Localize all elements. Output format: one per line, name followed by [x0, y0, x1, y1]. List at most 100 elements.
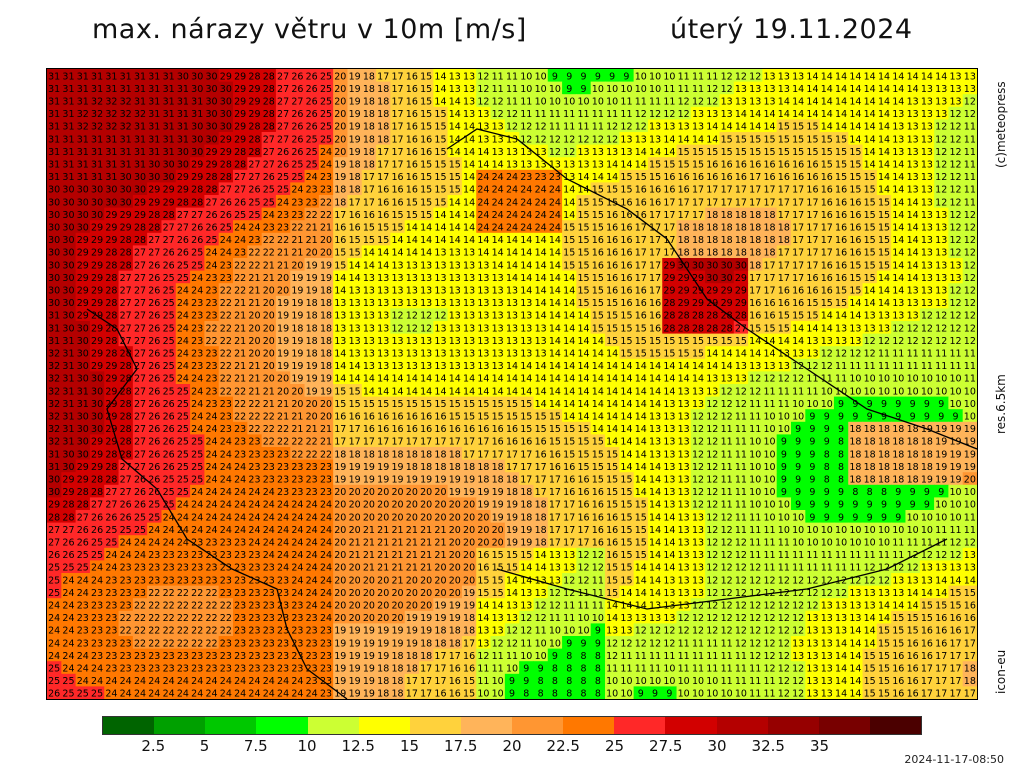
- gust-value: 13: [363, 273, 375, 284]
- gust-value: 29: [105, 374, 117, 385]
- gust-value: 16: [821, 185, 833, 196]
- gust-value: 23: [191, 311, 203, 322]
- gust-value: 13: [492, 122, 504, 133]
- gust-value: 15: [434, 147, 446, 158]
- gust-value: 12: [706, 84, 718, 95]
- gust-value: 14: [434, 84, 446, 95]
- gust-value: 16: [635, 311, 647, 322]
- gust-value: 15: [864, 260, 876, 271]
- gust-value: 17: [391, 84, 403, 95]
- gust-value: 23: [205, 399, 217, 410]
- gust-value: 13: [477, 336, 489, 347]
- gust-value: 14: [892, 71, 904, 82]
- gust-value: 18: [706, 248, 718, 259]
- gust-cell: [304, 81, 320, 95]
- gust-value: 14: [892, 160, 904, 171]
- gust-value: 14: [506, 248, 518, 259]
- gust-cell: [218, 69, 234, 83]
- gust-value: 14: [849, 97, 861, 108]
- gust-value: 29: [191, 160, 203, 171]
- gust-value: 14: [563, 197, 575, 208]
- gust-value: 14: [349, 260, 361, 271]
- gust-value: 19: [291, 286, 303, 297]
- gust-value: 18: [363, 147, 375, 158]
- gust-value: 14: [907, 273, 919, 284]
- gust-value: 14: [577, 399, 589, 410]
- gust-value: 15: [849, 185, 861, 196]
- gust-value: 28: [234, 160, 246, 171]
- gust-value: 16: [835, 185, 847, 196]
- gust-value: 31: [163, 109, 175, 120]
- gust-value: 15: [678, 336, 690, 347]
- gust-value: 16: [649, 323, 661, 334]
- gust-value: 16: [835, 235, 847, 246]
- gust-value: 17: [749, 286, 761, 297]
- gust-value: 24: [477, 210, 489, 221]
- gust-value: 11: [949, 349, 961, 360]
- gust-value: 15: [749, 134, 761, 145]
- gust-value: 30: [177, 147, 189, 158]
- gust-value: 23: [205, 298, 217, 309]
- gust-value: 28: [248, 134, 260, 145]
- gust-value: 18: [735, 248, 747, 259]
- gust-value: 14: [835, 109, 847, 120]
- gust-value: 17: [649, 223, 661, 234]
- gust-value: 15: [721, 147, 733, 158]
- gust-cell: [190, 69, 205, 83]
- gust-cell: [433, 81, 449, 95]
- gust-value: 22: [320, 197, 332, 208]
- gust-value: 29: [91, 273, 103, 284]
- gust-value: 14: [878, 273, 890, 284]
- gust-value: 14: [635, 361, 647, 372]
- gust-value: 11: [921, 349, 933, 360]
- gust-value: 31: [77, 97, 89, 108]
- gust-value: 12: [821, 349, 833, 360]
- gust-value: 31: [77, 386, 89, 397]
- gust-value: 14: [663, 386, 675, 397]
- gust-value: 30: [91, 374, 103, 385]
- gust-value: 15: [864, 210, 876, 221]
- gust-value: 14: [763, 122, 775, 133]
- gust-value: 12: [692, 97, 704, 108]
- gust-cell: [175, 69, 191, 83]
- gust-value: 13: [463, 323, 475, 334]
- gust-value: 11: [520, 109, 532, 120]
- gust-value: 32: [91, 122, 103, 133]
- gust-cell: [805, 69, 821, 83]
- gust-value: 14: [592, 336, 604, 347]
- gust-value: 13: [921, 122, 933, 133]
- gust-value: 26: [291, 109, 303, 120]
- gust-value: 13: [749, 97, 761, 108]
- gust-value: 31: [134, 97, 146, 108]
- gust-value: 31: [48, 84, 60, 95]
- gust-value: 13: [949, 97, 961, 108]
- gust-value: 14: [749, 122, 761, 133]
- gust-value: 14: [678, 134, 690, 145]
- gust-value: 12: [907, 336, 919, 347]
- gust-value: 14: [878, 298, 890, 309]
- gust-cell: [504, 94, 520, 108]
- gust-value: 11: [706, 71, 718, 82]
- gust-value: 25: [177, 386, 189, 397]
- gust-value: 27: [248, 172, 260, 183]
- gust-value: 13: [420, 361, 432, 372]
- gust-value: 18: [320, 311, 332, 322]
- gust-value: 12: [964, 311, 976, 322]
- gust-cell: [576, 69, 592, 83]
- gust-value: 15: [363, 399, 375, 410]
- gust-value: 18: [735, 223, 747, 234]
- gust-value: 13: [921, 134, 933, 145]
- gust-value: 14: [477, 147, 489, 158]
- gust-value: 16: [792, 298, 804, 309]
- gust-value: 15: [606, 336, 618, 347]
- gust-cell: [190, 94, 205, 108]
- gust-value: 13: [463, 273, 475, 284]
- gust-value: 11: [792, 386, 804, 397]
- gust-value: 15: [434, 197, 446, 208]
- gust-value: 32: [48, 386, 60, 397]
- gust-value: 23: [205, 311, 217, 322]
- gust-value: 29: [120, 210, 132, 221]
- gust-value: 16: [678, 185, 690, 196]
- gust-value: 27: [263, 147, 275, 158]
- gust-value: 16: [706, 172, 718, 183]
